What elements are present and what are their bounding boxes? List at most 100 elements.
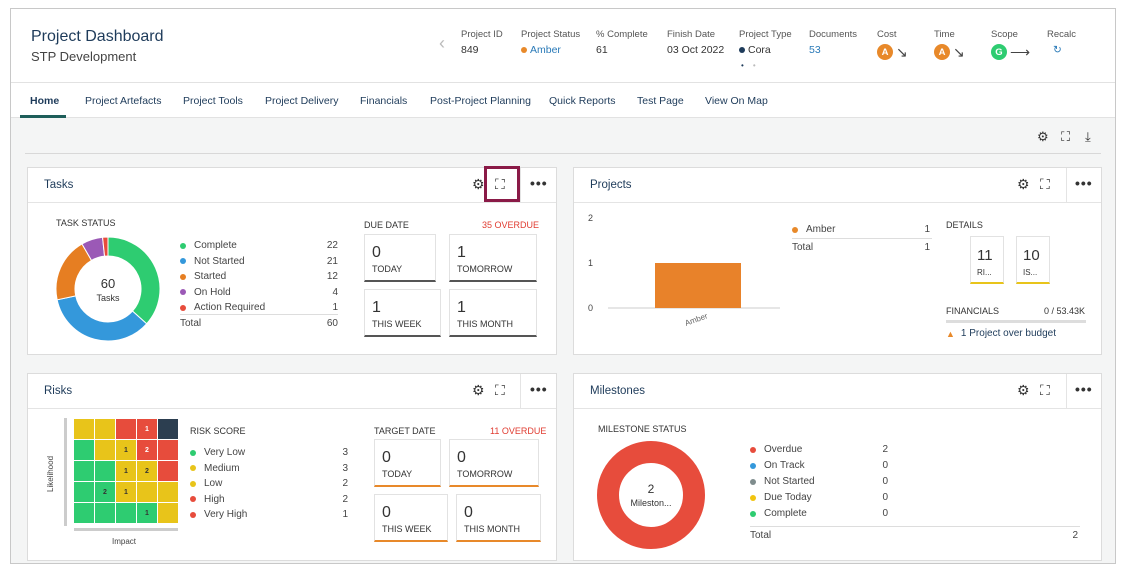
stat-today[interactable]: 0 TODAY [364, 234, 436, 282]
stat-label: TODAY [372, 264, 403, 274]
donut-segment-started[interactable] [55, 243, 93, 301]
tab-project-artefacts[interactable]: Project Artefacts [85, 95, 162, 107]
tab-quick-reports[interactable]: Quick Reports [549, 95, 616, 107]
risk-cell[interactable]: 1 [116, 461, 136, 481]
more-icon[interactable]: ••• [530, 381, 548, 397]
legend-dot-icon [180, 273, 186, 280]
tab-view-on-map[interactable]: View On Map [705, 95, 768, 107]
expand-icon[interactable]: ⛶ [1061, 129, 1071, 144]
risk-cell[interactable] [116, 503, 136, 523]
tab-test-page[interactable]: Test Page [637, 95, 684, 107]
meta-recalc[interactable]: Recalc ↻ [1047, 29, 1076, 56]
details-issues[interactable]: 10 IS... [1016, 236, 1050, 284]
risk-cell[interactable] [137, 482, 157, 502]
risk-cell[interactable]: 2 [95, 482, 115, 502]
main-nav: Home Project Artefacts Project Tools Pro… [11, 83, 1115, 118]
donut-segment-action-required[interactable] [102, 236, 109, 257]
risk-cell[interactable] [158, 419, 178, 439]
gear-icon[interactable]: ⚙ [1017, 176, 1030, 192]
stat-tomorrow[interactable]: 1 TOMORROW [449, 234, 537, 282]
risk-cell[interactable]: 2 [137, 440, 157, 460]
gear-icon[interactable]: ⚙ [472, 176, 485, 192]
risk-cell[interactable] [74, 440, 94, 460]
risk-cell[interactable] [158, 440, 178, 460]
stat-this-month[interactable]: 1 THIS MONTH [449, 289, 537, 337]
risk-cell[interactable] [116, 419, 136, 439]
tab-post-project-planning[interactable]: Post-Project Planning [430, 95, 531, 107]
legend-item[interactable]: Very Low [190, 447, 245, 458]
tab-financials[interactable]: Financials [360, 95, 408, 107]
tab-project-delivery[interactable]: Project Delivery [265, 95, 339, 107]
gear-icon[interactable]: ⚙ [472, 382, 485, 398]
risk-cell[interactable] [74, 503, 94, 523]
chevron-left-icon[interactable]: ‹ [439, 33, 445, 53]
legend-item[interactable]: Low [190, 478, 222, 489]
risk-cell[interactable]: 1 [116, 440, 136, 460]
meta-documents[interactable]: Documents 53 [809, 29, 857, 56]
gear-icon[interactable]: ⚙ [1017, 382, 1030, 398]
more-icon[interactable]: ••• [1075, 381, 1093, 397]
pager-dot-active[interactable]: • [741, 61, 753, 70]
risk-cell[interactable] [95, 419, 115, 439]
legend-item[interactable]: Not Started [180, 256, 245, 267]
bar-amber[interactable] [655, 263, 741, 308]
highlight-box [484, 166, 520, 202]
risk-cell[interactable] [95, 503, 115, 523]
stat-value: 1 [457, 244, 466, 261]
expand-icon[interactable]: ⛶ [495, 382, 505, 398]
risk-cell[interactable] [95, 440, 115, 460]
legend-value: 0 [882, 460, 888, 471]
legend-item[interactable]: Complete [180, 240, 237, 251]
legend-item[interactable]: On Track [750, 460, 805, 471]
legend-item[interactable]: Started [180, 271, 226, 282]
more-icon[interactable]: ••• [1075, 175, 1093, 191]
risk-cell[interactable]: 2 [137, 461, 157, 481]
stat-this-week[interactable]: 1 THIS WEEK [364, 289, 441, 337]
expand-icon[interactable]: ⛶ [1040, 176, 1050, 192]
risk-cell[interactable] [158, 482, 178, 502]
details-risks[interactable]: 11 RI... [970, 236, 1004, 284]
legend-item[interactable]: Very High [190, 509, 247, 520]
risk-cell[interactable]: 1 [137, 503, 157, 523]
gear-icon[interactable]: ⚙ [1037, 129, 1049, 144]
legend-item[interactable]: Not Started [750, 476, 815, 487]
legend-item[interactable]: High [190, 494, 225, 505]
legend-item[interactable]: Overdue [750, 444, 802, 455]
legend-item-amber[interactable]: Amber [792, 224, 835, 235]
expand-icon[interactable]: ⛶ [1040, 382, 1050, 398]
legend-item[interactable]: Action Required [180, 302, 265, 313]
legend-label: On Hold [194, 286, 231, 298]
donut-segment-complete[interactable] [107, 236, 161, 325]
donut-segment-overdue[interactable] [597, 441, 705, 549]
budget-warning[interactable]: ▲ 1 Project over budget [946, 328, 1056, 339]
risk-cell[interactable]: 1 [137, 419, 157, 439]
tab-project-tools[interactable]: Project Tools [183, 95, 243, 107]
header-pager[interactable]: •• [741, 61, 765, 70]
pager-dot[interactable]: • [752, 61, 765, 70]
stat-tomorrow[interactable]: 0 TOMORROW [449, 439, 539, 487]
projects-panel: Projects ⚙ ⛶ ••• 2 1 0 Amber Amber 1 Total … [573, 167, 1102, 355]
download-icon[interactable]: ⤓ [1085, 129, 1091, 144]
risk-cell[interactable] [158, 503, 178, 523]
risk-cell[interactable] [158, 461, 178, 481]
risk-cell[interactable] [74, 482, 94, 502]
legend-item[interactable]: On Hold [180, 287, 231, 298]
risk-cell[interactable] [74, 419, 94, 439]
risk-cell[interactable] [95, 461, 115, 481]
legend-item[interactable]: Due Today [750, 492, 812, 503]
meta-label: Cost [877, 29, 897, 40]
legend-item[interactable]: Complete [750, 508, 807, 519]
legend-item[interactable]: Medium [190, 463, 240, 474]
expand-icon[interactable]: ⛶ [495, 176, 505, 192]
overdue-count[interactable]: 35 OVERDUE [482, 220, 540, 230]
stat-this-week[interactable]: 0 THIS WEEK [374, 494, 448, 542]
overdue-count[interactable]: 11 OVERDUE [490, 426, 547, 436]
documents-link[interactable]: 53 [809, 44, 821, 56]
stat-this-month[interactable]: 0 THIS MONTH [456, 494, 541, 542]
more-icon[interactable]: ••• [530, 175, 548, 191]
risk-cell[interactable]: 1 [116, 482, 136, 502]
recalc-icon[interactable]: ↻ [1053, 44, 1062, 56]
stat-today[interactable]: 0 TODAY [374, 439, 441, 487]
tab-home[interactable]: Home [30, 95, 60, 107]
risk-cell[interactable] [74, 461, 94, 481]
